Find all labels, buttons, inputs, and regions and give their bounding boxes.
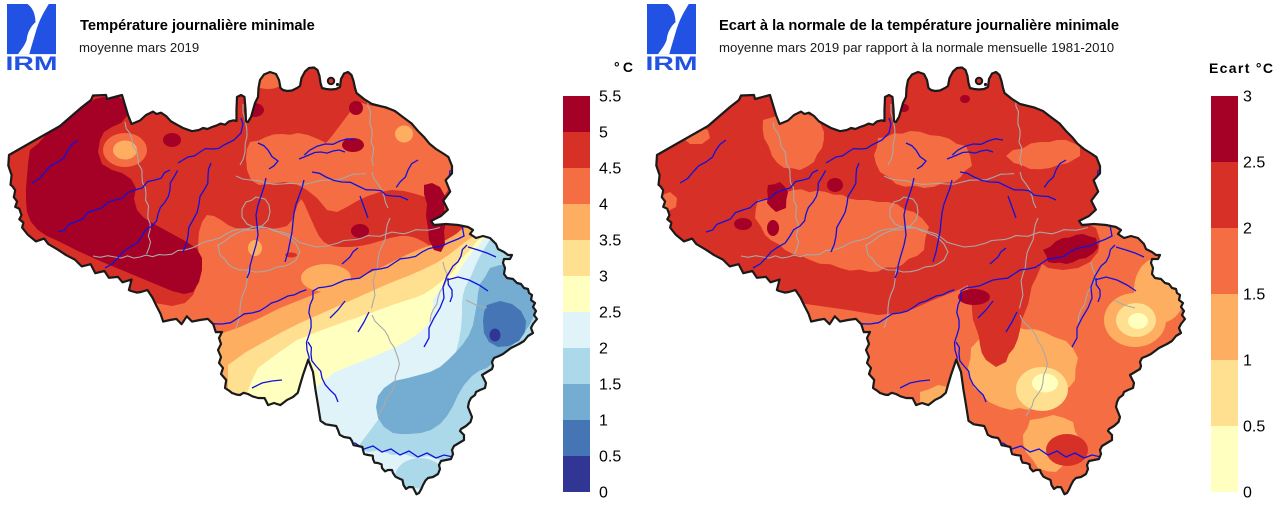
svg-text:moyenne mars 2019 par rapport: moyenne mars 2019 par rapport à la norma… <box>719 40 1114 55</box>
svg-text:moyenne mars 2019: moyenne mars 2019 <box>79 40 199 55</box>
svg-text:Ecart °C: Ecart °C <box>1209 60 1273 76</box>
svg-text:IRM: IRM <box>646 53 698 75</box>
svg-text:4: 4 <box>599 197 608 214</box>
svg-text:2.5: 2.5 <box>1243 155 1265 172</box>
svg-text:Ecart à la normale de la tempé: Ecart à la normale de la température jou… <box>719 18 1119 34</box>
svg-text:2: 2 <box>1243 221 1252 238</box>
svg-text:0.5: 0.5 <box>1243 419 1265 436</box>
svg-text:4.5: 4.5 <box>599 161 621 178</box>
svg-text:0.5: 0.5 <box>599 449 621 466</box>
svg-text:2.5: 2.5 <box>599 305 621 322</box>
svg-text:1: 1 <box>1243 353 1252 370</box>
svg-text:1: 1 <box>599 413 608 430</box>
svg-text:1.5: 1.5 <box>1243 287 1265 304</box>
svg-text:3: 3 <box>1243 89 1252 106</box>
svg-text:°C: °C <box>614 59 633 75</box>
svg-text:0: 0 <box>1243 485 1252 502</box>
svg-text:5: 5 <box>599 125 608 142</box>
svg-text:5.5: 5.5 <box>599 89 621 106</box>
svg-text:1.5: 1.5 <box>599 377 621 394</box>
svg-text:3.5: 3.5 <box>599 233 621 250</box>
svg-text:2: 2 <box>599 341 608 358</box>
svg-text:IRM: IRM <box>6 53 58 75</box>
svg-text:0: 0 <box>599 485 608 502</box>
svg-text:Température journalière minima: Température journalière minimale <box>80 18 315 34</box>
svg-text:3: 3 <box>599 269 608 286</box>
